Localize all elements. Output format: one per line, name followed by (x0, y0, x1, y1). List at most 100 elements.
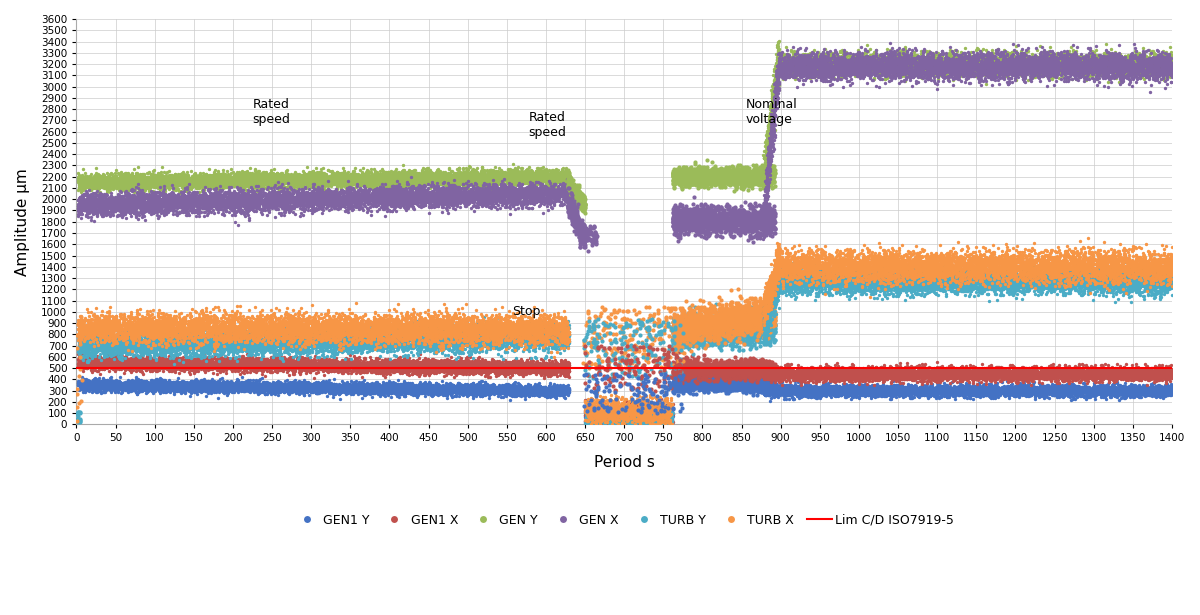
Point (449, 368, 468, 378)
Point (740, 309, 760, 319)
Point (120, 378, 139, 388)
Point (683, 215, 702, 224)
Point (599, 412, 618, 422)
Point (698, 216, 718, 226)
Point (355, 170, 374, 180)
Point (737, 362, 756, 372)
Point (115, 333, 134, 343)
Point (526, 325, 545, 335)
Point (528, 338, 547, 347)
Point (377, 339, 396, 349)
Point (152, 174, 172, 184)
Point (354, 363, 373, 373)
Point (173, 386, 192, 395)
Point (96, 199, 115, 209)
Point (312, 189, 331, 199)
Point (295, 206, 314, 216)
Point (739, 321, 758, 331)
Point (847, 266, 866, 276)
Point (743, 325, 762, 335)
Point (1019, 51, 1038, 61)
Point (757, 324, 776, 334)
Point (929, 290, 948, 300)
Point (556, 172, 575, 182)
Point (486, 327, 505, 336)
Point (319, 186, 338, 196)
Point (1043, 57, 1062, 67)
Point (871, 58, 890, 68)
Point (349, 191, 368, 201)
Point (887, 48, 906, 58)
Point (695, 320, 714, 330)
Point (797, 367, 816, 376)
Point (254, 169, 274, 179)
Point (560, 175, 580, 184)
Point (601, 408, 620, 418)
Point (846, 389, 865, 399)
Point (1144, 370, 1163, 380)
Point (196, 195, 215, 205)
Point (725, 380, 744, 390)
Point (731, 354, 750, 364)
Point (719, 362, 738, 372)
Point (366, 170, 385, 180)
Point (912, 374, 931, 384)
Point (86, 317, 106, 327)
Point (958, 57, 977, 66)
Point (757, 389, 776, 399)
Point (437, 323, 456, 333)
Point (1064, 271, 1084, 281)
Point (179, 358, 198, 368)
Point (906, 51, 925, 61)
Point (388, 386, 407, 395)
Point (715, 218, 734, 228)
Point (946, 45, 965, 55)
Point (913, 365, 932, 375)
Point (762, 122, 781, 132)
Point (1086, 63, 1105, 73)
Point (872, 368, 892, 378)
Point (1126, 366, 1145, 376)
Point (227, 354, 246, 364)
Point (268, 360, 287, 370)
Point (550, 321, 569, 331)
Point (442, 387, 461, 397)
Point (88, 208, 107, 218)
Point (763, 371, 782, 381)
Point (917, 385, 936, 395)
Point (209, 354, 228, 364)
Point (138, 384, 157, 394)
Point (422, 192, 442, 202)
Point (936, 57, 955, 67)
Point (1066, 372, 1085, 382)
Point (664, 380, 683, 390)
Point (230, 322, 250, 332)
Point (282, 315, 301, 325)
Point (988, 61, 1007, 71)
Point (71, 182, 90, 192)
Point (236, 173, 256, 183)
Point (229, 177, 248, 186)
Point (588, 407, 607, 416)
Point (434, 362, 454, 371)
Point (1034, 282, 1054, 292)
Point (773, 258, 792, 268)
Point (163, 343, 182, 353)
Point (904, 266, 923, 276)
Point (284, 386, 304, 396)
Point (877, 248, 896, 258)
Point (377, 325, 396, 335)
Point (407, 168, 426, 178)
Point (245, 317, 264, 327)
Point (548, 170, 568, 180)
Point (838, 64, 857, 74)
Point (388, 363, 407, 373)
Point (1038, 71, 1057, 81)
Point (894, 278, 913, 288)
Point (488, 174, 508, 184)
Point (266, 172, 286, 182)
Point (1014, 58, 1033, 68)
Point (110, 383, 130, 392)
Point (211, 205, 230, 215)
Point (839, 272, 858, 282)
